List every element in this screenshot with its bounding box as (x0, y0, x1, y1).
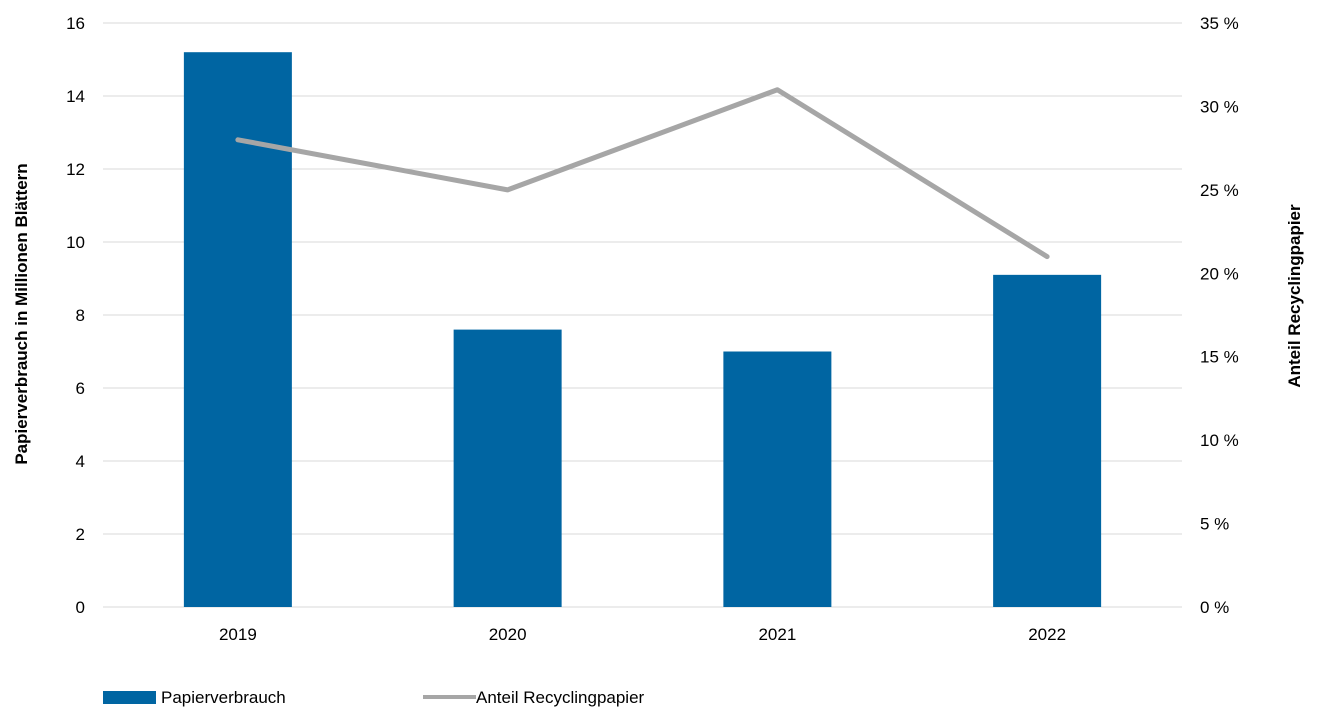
right-axis-tick-label: 30 % (1200, 97, 1239, 116)
x-axis-tick-label: 2022 (1028, 625, 1066, 644)
left-axis-title: Papierverbrauch in Millionen Blättern (12, 163, 31, 464)
legend: Papierverbrauch Anteil Recyclingpapier (103, 688, 645, 707)
line-series-anteil-recyclingpapier (235, 87, 1050, 260)
right-axis-tick-label: 35 % (1200, 14, 1239, 33)
line-path (235, 87, 1050, 260)
bar-2021 (723, 351, 832, 607)
right-axis-tick-label: 10 % (1200, 431, 1239, 450)
right-axis-ticks: 0 % 5 % 10 % 15 % 20 % 25 % 30 % 35 % (1200, 14, 1239, 617)
bar-2019 (183, 52, 292, 607)
x-axis-tick-label: 2020 (489, 625, 527, 644)
legend-label-papierverbrauch: Papierverbrauch (161, 688, 286, 707)
left-axis-ticks: 0 2 4 6 8 10 12 14 16 (66, 14, 85, 617)
legend-swatch-papierverbrauch (103, 691, 156, 704)
x-axis-tick-label: 2019 (219, 625, 257, 644)
x-axis-ticks: 2019 2020 2021 2022 (219, 625, 1066, 644)
left-axis-tick-label: 6 (76, 379, 85, 398)
left-axis-tick-label: 8 (76, 306, 85, 325)
bar-2020 (453, 329, 562, 607)
left-axis-tick-label: 2 (76, 525, 85, 544)
left-axis-tick-label: 16 (66, 14, 85, 33)
left-axis-tick-label: 4 (76, 452, 85, 471)
right-axis-tick-label: 25 % (1200, 181, 1239, 200)
legend-label-anteil-recyclingpapier: Anteil Recyclingpapier (476, 688, 645, 707)
left-axis-tick-label: 0 (76, 598, 85, 617)
bar-series-papierverbrauch (183, 52, 1102, 607)
left-axis-tick-label: 12 (66, 160, 85, 179)
left-axis-tick-label: 14 (66, 87, 85, 106)
left-axis-tick-label: 10 (66, 233, 85, 252)
bar-2022 (993, 274, 1102, 607)
right-axis-tick-label: 0 % (1200, 598, 1229, 617)
x-axis-tick-label: 2021 (758, 625, 796, 644)
right-axis-tick-label: 15 % (1200, 348, 1239, 367)
right-axis-tick-label: 5 % (1200, 515, 1229, 534)
right-axis-title: Anteil Recyclingpapier (1285, 204, 1304, 388)
right-axis-tick-label: 20 % (1200, 264, 1239, 283)
